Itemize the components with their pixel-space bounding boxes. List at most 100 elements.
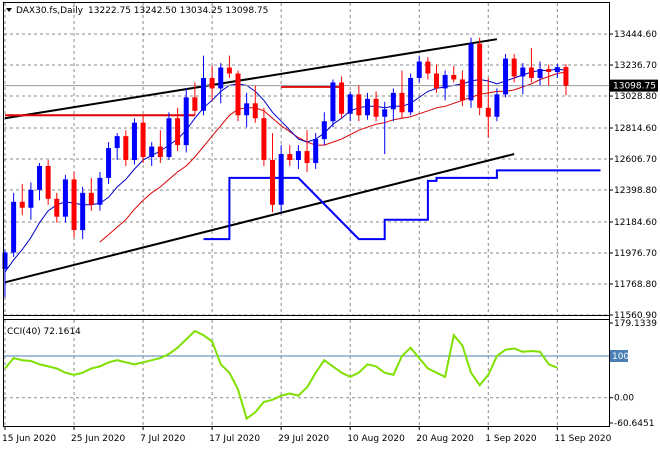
cci-grid bbox=[4, 320, 609, 426]
price-tick-label: 12184.60 bbox=[614, 218, 657, 228]
candle-body bbox=[563, 67, 569, 86]
bull-candle bbox=[244, 92, 250, 128]
candle-body bbox=[149, 146, 155, 158]
trend-line bbox=[4, 153, 515, 284]
bear-candle bbox=[511, 54, 517, 83]
candle-body bbox=[477, 43, 483, 108]
bull-candle bbox=[347, 91, 353, 122]
bear-candle bbox=[45, 160, 51, 205]
candle-body bbox=[19, 201, 25, 208]
bull-candle bbox=[149, 142, 155, 166]
price-tick-label: 11560.90 bbox=[614, 311, 657, 321]
candle-body bbox=[54, 198, 60, 217]
candle-body bbox=[451, 74, 457, 80]
candle-body bbox=[88, 192, 94, 205]
candle-body bbox=[140, 122, 146, 158]
candle-body bbox=[218, 67, 224, 89]
bear-candle bbox=[235, 70, 241, 122]
trend-line bbox=[4, 38, 498, 120]
candle-body bbox=[390, 92, 396, 110]
bear-candle bbox=[399, 70, 405, 119]
candle-body bbox=[313, 139, 319, 163]
cci-tick-label: 179.1339 bbox=[614, 319, 657, 329]
bear-candle bbox=[485, 77, 491, 138]
candle-body bbox=[425, 61, 431, 74]
chart-menu-icon[interactable] bbox=[6, 8, 12, 12]
candle-body bbox=[11, 201, 17, 253]
bear-candle bbox=[356, 85, 362, 122]
candle-body bbox=[339, 82, 345, 114]
bull-candle bbox=[114, 133, 120, 161]
candle-body bbox=[62, 179, 68, 217]
bear-candle bbox=[563, 64, 569, 96]
current-price-badge bbox=[610, 79, 658, 92]
time-tick-label: 17 Jul 2020 bbox=[209, 434, 260, 444]
cci-tick-label: 0.00 bbox=[614, 394, 634, 404]
bull-candle bbox=[468, 37, 474, 108]
bull-candle bbox=[106, 142, 112, 184]
candle-body bbox=[546, 69, 552, 73]
cci-label: CCI(40) 72.1614 bbox=[7, 327, 81, 337]
bull-candle bbox=[442, 70, 448, 101]
candle-body bbox=[123, 136, 129, 161]
bull-candle bbox=[183, 88, 189, 153]
bear-candle bbox=[226, 55, 232, 78]
bull-candle bbox=[330, 79, 336, 128]
price-axis: 13444.60 13236.70 13028.80 12814.60 12606.70… bbox=[609, 30, 658, 321]
bull-candle bbox=[494, 88, 500, 122]
bull-candle bbox=[416, 55, 422, 83]
candle-body bbox=[37, 165, 43, 190]
candle-body bbox=[235, 73, 241, 116]
candle-body bbox=[2, 252, 8, 269]
bear-candle bbox=[546, 64, 552, 86]
candle-body bbox=[434, 73, 439, 89]
time-tick-label: 25 Jun 2020 bbox=[71, 434, 125, 444]
candle-body bbox=[295, 151, 301, 161]
bear-candle bbox=[157, 130, 163, 163]
candle-body bbox=[459, 79, 465, 101]
candle-body bbox=[80, 192, 86, 231]
time-tick-label: 15 Jun 2020 bbox=[2, 434, 56, 444]
bull-candle bbox=[295, 145, 301, 169]
bull-candle bbox=[554, 64, 560, 78]
candle-body bbox=[382, 109, 388, 117]
bull-candle bbox=[28, 182, 34, 220]
time-tick-label: 10 Aug 2020 bbox=[347, 434, 405, 444]
bull-candle bbox=[382, 101, 388, 155]
bear-candle bbox=[123, 130, 129, 166]
candle-body bbox=[114, 136, 120, 149]
bull-candle bbox=[321, 112, 327, 146]
candle-body bbox=[175, 118, 181, 146]
candle-body bbox=[330, 82, 336, 122]
price-tick-label: 12606.70 bbox=[614, 155, 657, 165]
bull-candle bbox=[2, 249, 8, 298]
bull-candle bbox=[520, 63, 526, 95]
candle-body bbox=[416, 61, 422, 78]
cci-level-badge bbox=[610, 350, 628, 363]
candle-body bbox=[261, 118, 267, 161]
bear-candle bbox=[252, 85, 258, 123]
candle-body bbox=[399, 92, 405, 113]
symbol-label: DAX30.fs,Daily bbox=[16, 6, 84, 16]
candle-body bbox=[45, 165, 51, 199]
candle-body bbox=[364, 98, 370, 116]
bear-candle bbox=[451, 66, 457, 83]
candles bbox=[2, 37, 569, 298]
candle-body bbox=[252, 103, 258, 119]
candle-body bbox=[131, 122, 137, 161]
bear-candle bbox=[528, 48, 534, 83]
bear-candle bbox=[304, 130, 310, 172]
time-tick-label: 29 Jul 2020 bbox=[278, 434, 329, 444]
bull-candle bbox=[503, 54, 509, 98]
candle-body bbox=[287, 154, 293, 161]
bull-candle bbox=[200, 55, 206, 116]
cci-tick-label: -60.6451 bbox=[614, 419, 654, 429]
price-tick-label: 11768.80 bbox=[614, 280, 657, 290]
candle-body bbox=[278, 154, 284, 205]
bear-candle bbox=[425, 57, 431, 80]
bear-candle bbox=[175, 107, 181, 152]
bull-candle bbox=[390, 88, 396, 122]
candle-body bbox=[373, 98, 379, 117]
time-tick-label: 7 Jul 2020 bbox=[140, 434, 185, 444]
